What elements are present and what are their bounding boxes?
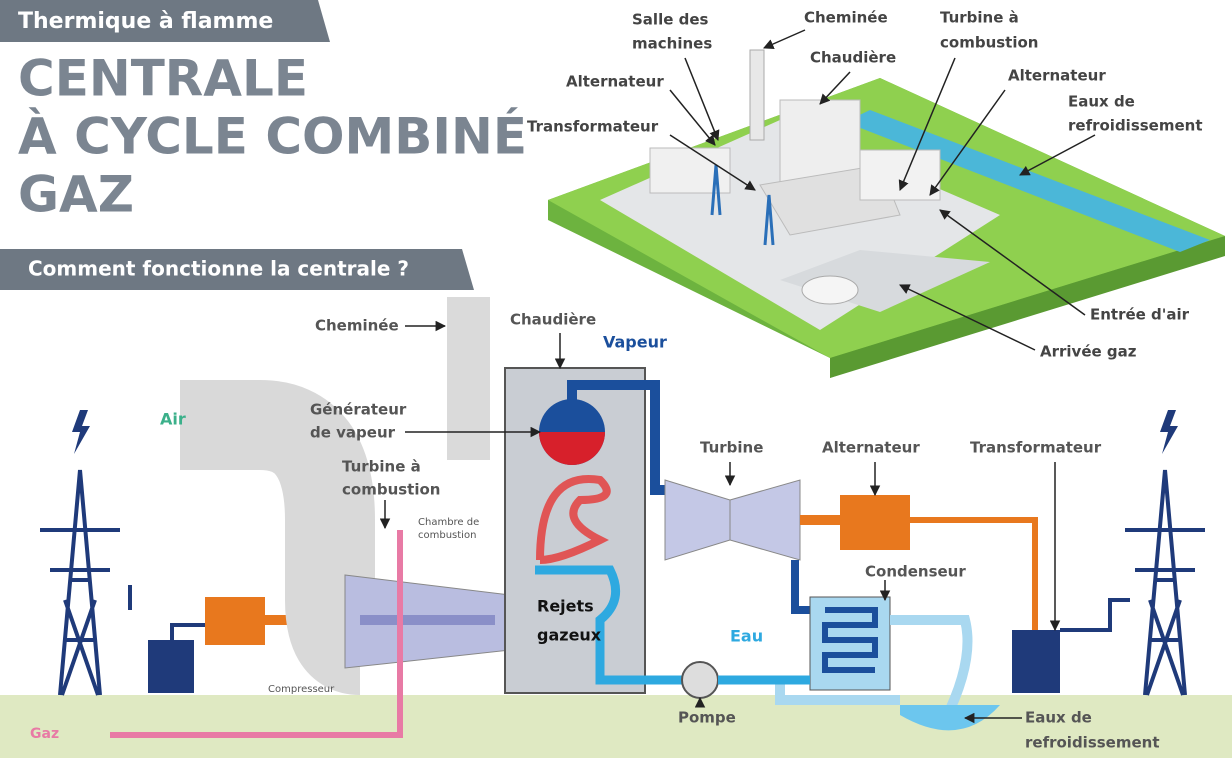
plant-label: Cheminée [804,9,888,27]
plant-label: refroidissement [1068,117,1203,135]
subtitle: Comment fonctionne la centrale ? [28,257,409,281]
plant-label: Alternateur [566,73,664,91]
diagram-label: Turbine [700,439,763,457]
title-line: À CYCLE COMBINÉ [18,107,527,166]
diagram-label: refroidissement [1025,734,1160,752]
diagram-label: de vapeur [310,424,396,442]
diagram-label: Pompe [678,709,736,727]
process-diagram [40,297,1205,735]
plant-label: Arrivée gaz [1040,343,1137,361]
plant-label: machines [632,35,712,53]
diagram-label: Eau [730,627,763,646]
diagram-label: Air [160,410,186,429]
diagram-label: Eaux de [1025,709,1092,727]
infographic: Thermique à flamme CENTRALE À CYCLE COMB… [0,0,1232,758]
diagram-label: Transformateur [970,439,1102,457]
plant-label: combustion [940,34,1038,52]
diagram-label: gazeux [537,626,602,645]
plant-label: Entrée d'air [1090,306,1190,324]
diagram-label: combustion [418,530,476,541]
diagram-label: Cheminée [315,317,399,335]
diagram-label: combustion [342,481,440,499]
plant-label: Turbine à [940,9,1019,27]
diagram-label: Gaz [30,726,59,742]
title-line: CENTRALE [18,50,308,108]
diagram-label: Générateur [310,401,407,419]
diagram-label: Chambre de [418,517,479,528]
plant-label: Chaudière [810,49,896,67]
plant-label: Eaux de [1068,93,1135,111]
plant-label: Alternateur [1008,67,1106,85]
diagram-label: Condenseur [865,563,966,581]
diagram-label: Vapeur [603,333,667,352]
diagram-label: Rejets [537,597,594,616]
title-line: GAZ [18,166,134,224]
diagram-label: Alternateur [822,439,920,457]
category: Thermique à flamme [18,9,273,34]
plant-label: Salle des [632,11,709,29]
plant-label: Transformateur [527,118,659,136]
diagram-label: Compresseur [268,684,335,695]
diagram-label: Chaudière [510,311,596,329]
diagram-label: Turbine à [342,458,421,476]
